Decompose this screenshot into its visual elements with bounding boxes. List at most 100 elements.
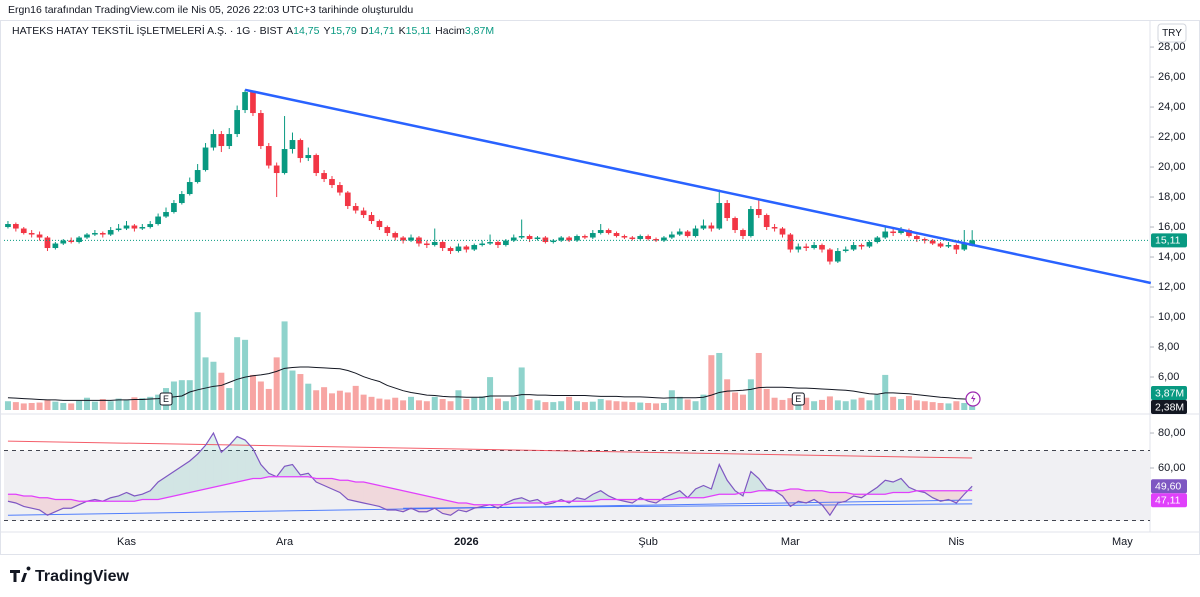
volume-bar	[494, 398, 501, 410]
x-tick-label: Şub	[638, 536, 658, 548]
volume-bar	[526, 399, 533, 410]
rsi-fill	[845, 492, 854, 502]
currency[interactable]: TRY	[1162, 28, 1182, 39]
volume-bar	[929, 402, 936, 410]
candle-body	[550, 240, 557, 243]
volume-bar	[202, 357, 209, 410]
volume-bar	[937, 402, 944, 410]
candle-body	[439, 242, 446, 249]
alert-icon[interactable]	[965, 391, 981, 407]
rsi-fill	[387, 487, 396, 510]
rsi-fill	[877, 480, 886, 495]
earnings-marker	[159, 392, 173, 406]
candle-body	[447, 248, 454, 252]
candle-body	[423, 243, 430, 246]
rsi-fill	[158, 476, 167, 500]
volume-bar	[961, 402, 968, 410]
axis-tag	[1151, 400, 1187, 415]
volume-bar	[589, 401, 596, 410]
volume-bar	[763, 388, 770, 410]
candle-body	[36, 234, 43, 238]
volume-bar	[170, 381, 177, 410]
candle-body	[297, 140, 304, 159]
volume-bar	[605, 400, 612, 410]
volume-bar	[510, 396, 517, 410]
logo: TradingView	[10, 566, 130, 585]
volume-bar	[28, 402, 35, 410]
rsi-fill	[893, 478, 902, 493]
volume-bar	[581, 402, 588, 410]
candle-body	[455, 246, 462, 252]
volume-bar	[91, 401, 98, 410]
volume-bar	[186, 380, 193, 410]
axis-tag-label: 2,38M	[1155, 401, 1184, 413]
volume-bar	[242, 339, 249, 410]
rsi-fill	[339, 480, 348, 500]
candle-body	[597, 230, 604, 234]
y-tick-label: 18,00	[1158, 191, 1186, 203]
volume-bar	[945, 403, 952, 410]
candle-body	[890, 231, 896, 234]
candle-body	[384, 227, 391, 234]
volume-bar	[819, 399, 826, 410]
volume-bar	[68, 403, 75, 410]
y-tick-label: 16,00	[1158, 221, 1186, 233]
attribution: Ergn16 tarafından TradingView.com ile Ni…	[8, 4, 413, 16]
volume-bar	[660, 402, 667, 410]
volume-bar	[921, 401, 928, 410]
rsi-fill	[719, 464, 728, 495]
candle-body	[147, 224, 154, 228]
volume-bar	[755, 352, 762, 410]
rsi-fill	[47, 497, 56, 516]
rsi-trendline	[403, 503, 973, 509]
volume-bar	[384, 399, 391, 410]
volume-bar	[487, 377, 494, 410]
field-label: Y	[323, 25, 330, 37]
volume-bar	[36, 402, 43, 410]
candle-body	[281, 149, 288, 174]
volume-bar	[115, 398, 122, 410]
alert-bolt[interactable]	[971, 394, 976, 403]
candle-body	[819, 245, 825, 250]
rsi-fill	[932, 490, 941, 502]
axis-tag-label: 15,11	[1155, 235, 1181, 247]
candle-body	[218, 134, 225, 147]
candle-body	[961, 243, 968, 250]
volume-bar	[415, 400, 422, 410]
currency-box[interactable]	[1157, 23, 1187, 43]
candle-body	[376, 221, 383, 228]
candle-body	[914, 236, 920, 240]
candle-body	[337, 185, 343, 193]
candle-body	[724, 203, 731, 219]
candle-body	[732, 218, 738, 231]
volume-bar	[20, 403, 27, 410]
candle-body	[68, 240, 75, 243]
x-tick-label: May	[1112, 536, 1133, 548]
rsi-fill	[173, 466, 182, 496]
volume-bar	[637, 402, 644, 410]
candle-body	[344, 192, 351, 207]
rsi-fill	[671, 490, 680, 500]
candle-body	[352, 206, 359, 211]
rsi-fill	[142, 490, 151, 500]
rsi-fill	[31, 495, 40, 510]
rsi-fill	[403, 490, 412, 512]
rsi-fill	[331, 478, 340, 493]
candle-body	[178, 194, 185, 204]
candle-body	[866, 242, 873, 247]
x-tick-label: Ara	[276, 536, 294, 548]
earnings-label: E	[163, 394, 169, 404]
candle-body	[827, 249, 833, 262]
candle-body	[115, 228, 122, 231]
candle-body	[273, 165, 280, 174]
volume-bar	[668, 390, 675, 410]
volume-bar	[850, 399, 857, 410]
rsi-fill	[229, 436, 238, 484]
volume-bar	[139, 398, 146, 410]
logo-icon	[10, 566, 31, 582]
candle-body	[305, 155, 312, 159]
volume-bar	[352, 385, 359, 410]
candle-body	[171, 203, 177, 213]
candle-body	[186, 182, 193, 195]
